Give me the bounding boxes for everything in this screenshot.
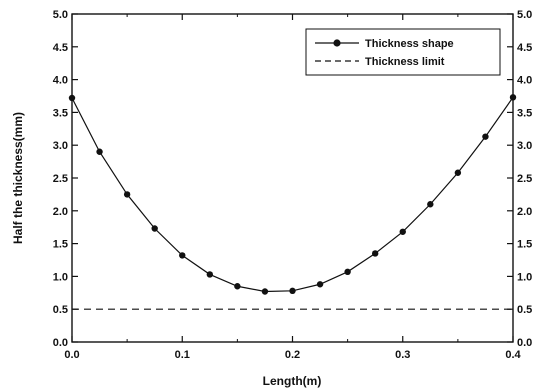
- y-tick-label: 2.5: [53, 173, 68, 185]
- right-y-tick-label: 1.0: [517, 271, 532, 283]
- data-point: [206, 271, 214, 278]
- data-point: [371, 250, 379, 257]
- right-y-tick-label: 2.0: [517, 206, 532, 218]
- x-tick-label: 0.4: [505, 349, 521, 361]
- right-y-tick-label: 0.0: [517, 337, 532, 349]
- data-point: [289, 287, 296, 295]
- y-tick-label: 3.5: [53, 107, 68, 119]
- right-y-tick-label: 0.5: [517, 304, 532, 316]
- legend-label-thickness-shape: Thickness shape: [365, 38, 454, 50]
- x-tick-label: 0.3: [395, 349, 410, 361]
- y-tick-label: 1.0: [53, 271, 68, 283]
- x-tick-label: 0.1: [175, 349, 190, 361]
- data-point: [151, 225, 158, 232]
- y-tick-label: 0.5: [53, 304, 68, 316]
- legend-label-thickness-limit: Thickness limit: [365, 56, 445, 68]
- right-y-tick-label: 5.0: [517, 9, 532, 21]
- data-point: [344, 268, 351, 276]
- data-point: [68, 94, 76, 102]
- legend: Thickness shape Thickness limit: [305, 28, 501, 76]
- right-y-tick-label: 2.5: [517, 173, 532, 185]
- data-point: [123, 191, 131, 198]
- x-tick-label: 0.2: [285, 349, 300, 361]
- data-point: [399, 228, 406, 235]
- data-point: [261, 288, 269, 295]
- y-axis-ticks: 0.0 0.5 1.0 1.5 2.0 2.5 3.0 3.5 4.0 4.5 5.0: [53, 9, 78, 349]
- y-axis-label: Half the thickness(mm): [11, 112, 25, 244]
- right-y-tick-label: 3.0: [517, 140, 532, 152]
- data-point: [482, 133, 489, 140]
- data-point: [509, 94, 517, 101]
- y-tick-label: 4.5: [53, 42, 68, 54]
- y-tick-label: 4.0: [53, 75, 68, 87]
- y-tick-label: 5.0: [53, 9, 68, 21]
- data-point: [234, 283, 241, 290]
- y-tick-label: 3.0: [53, 140, 68, 152]
- data-point: [427, 201, 434, 208]
- x-tick-label: 0.0: [64, 349, 79, 361]
- x-axis-ticks: 0.0 0.1 0.2 0.3 0.4: [64, 14, 522, 361]
- y-tick-label: 1.5: [53, 239, 68, 251]
- x-axis-label: Length(m): [263, 374, 322, 388]
- series-layer: [68, 94, 517, 310]
- right-y-tick-label: 4.5: [517, 42, 532, 54]
- series-line-0: [71, 96, 514, 293]
- y-tick-label: 0.0: [53, 337, 68, 349]
- data-point: [96, 148, 103, 155]
- right-y-tick-label: 4.0: [517, 75, 532, 87]
- data-point: [179, 252, 186, 259]
- right-y-tick-label: 1.5: [517, 239, 532, 251]
- right-y-axis-ticks: 0.0 0.5 1.0 1.5 2.0 2.5 3.0 3.5 4.0 4.5 5.0: [507, 9, 532, 349]
- legend-box: [305, 28, 501, 76]
- right-y-tick-label: 3.5: [517, 107, 532, 119]
- legend-marker-thickness-shape: [333, 39, 341, 47]
- y-tick-label: 2.0: [53, 206, 68, 218]
- data-point: [454, 169, 462, 176]
- data-point: [316, 281, 324, 288]
